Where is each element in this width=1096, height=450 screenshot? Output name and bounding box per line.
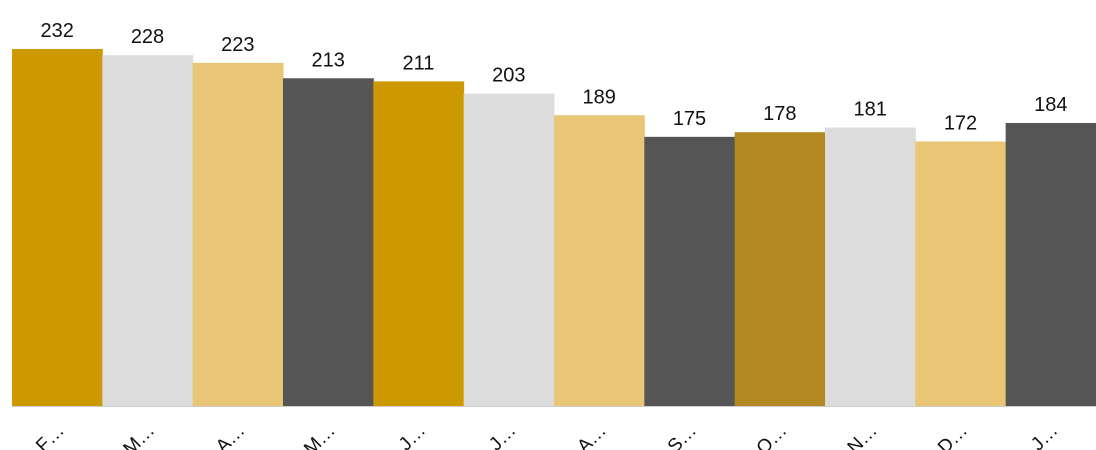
- value-labels-layer: 232 228 223 213 211 203 189 175 178 181 172 184: [40, 20, 1067, 134]
- x-tick-label: O…: [753, 420, 792, 450]
- x-tick-label: A…: [212, 420, 249, 450]
- x-tick-label: M…: [300, 420, 339, 450]
- x-tick-label: A…: [573, 420, 610, 450]
- bar: [283, 78, 374, 407]
- x-tick-label: J…: [485, 420, 520, 450]
- bar-value-label: 223: [221, 34, 254, 56]
- bar-value-label: 178: [763, 103, 796, 125]
- bar: [192, 62, 284, 407]
- x-tick-labels-layer: F… M… A… M… J… J… A… S… O… N… D… J…: [32, 420, 1062, 450]
- bar-value-label: 172: [944, 112, 977, 134]
- bar-value-label: 175: [673, 108, 706, 130]
- bar-value-label: 213: [311, 49, 344, 71]
- bar: [644, 136, 736, 407]
- x-tick-label: M…: [120, 420, 159, 450]
- bar-value-label: 181: [853, 99, 886, 121]
- bar-value-label: 184: [1034, 94, 1067, 116]
- bar-value-label: 189: [582, 86, 615, 108]
- bar: [825, 127, 916, 407]
- bar: [554, 115, 645, 407]
- x-tick-label: S…: [664, 420, 701, 450]
- x-tick-label: D…: [934, 420, 972, 450]
- x-tick-label: J…: [395, 420, 430, 450]
- x-tick-label: N…: [844, 420, 882, 450]
- bar-value-label: 203: [492, 65, 525, 87]
- bar: [734, 132, 826, 407]
- bar: [463, 93, 555, 407]
- bar: [373, 81, 465, 407]
- bars-layer: [12, 49, 1096, 407]
- bar-value-label: 232: [40, 20, 73, 42]
- bar-value-label: 211: [403, 52, 435, 74]
- bar: [102, 55, 194, 407]
- x-tick-label: J…: [1027, 420, 1062, 450]
- x-tick-label: F…: [32, 420, 68, 450]
- bar: [915, 141, 1007, 407]
- bar: [12, 49, 103, 407]
- bar-value-label: 228: [131, 26, 164, 48]
- bar: [1005, 122, 1096, 407]
